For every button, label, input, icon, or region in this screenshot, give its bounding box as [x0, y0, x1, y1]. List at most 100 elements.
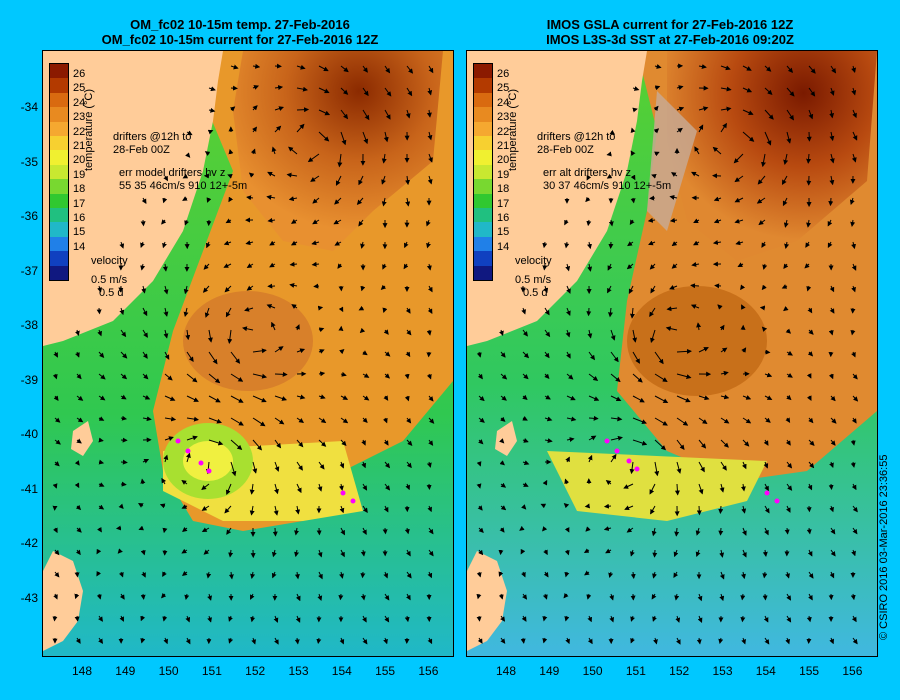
velocity-arrow	[186, 395, 199, 402]
velocity-arrow	[762, 263, 768, 270]
colorbar-tick-label: 23	[73, 111, 86, 124]
velocity-arrow	[605, 480, 612, 486]
error-legend: err model drifters hv z 55 35 46cm/s 910…	[119, 167, 248, 192]
mid-front	[547, 451, 767, 521]
velocity-arrow	[654, 64, 662, 69]
velocity-arrow	[207, 329, 213, 343]
velocity-arrow	[162, 263, 168, 272]
velocity-arrow	[405, 307, 411, 314]
velocity-arrow	[53, 593, 58, 600]
velocity-arrow	[340, 439, 347, 447]
velocity-arrow	[317, 549, 323, 558]
velocity-arrow	[52, 373, 58, 380]
velocity-arrow	[252, 63, 261, 69]
velocity-arrow	[653, 105, 659, 112]
velocity-arrow	[649, 307, 656, 318]
model-map-panel[interactable]: 26 25 24 23 22 21 20 19 18 17 16 15 14 temperature (…	[42, 50, 454, 657]
velocity-arrow	[828, 197, 834, 207]
velocity-arrow	[630, 615, 636, 622]
velocity-arrow	[289, 261, 298, 267]
velocity-arrow	[735, 240, 744, 246]
velocity-arrow	[651, 527, 657, 537]
velocity-arrow	[719, 571, 725, 580]
lon-tick-label: 150	[582, 664, 603, 678]
velocity-arrow	[250, 615, 256, 623]
velocity-arrow	[786, 372, 793, 378]
velocity-arrow	[334, 197, 342, 205]
velocity-arrow	[741, 571, 746, 580]
velocity-arrow	[696, 505, 702, 516]
velocity-arrow	[311, 240, 320, 246]
velocity-arrow	[54, 417, 61, 423]
velocity-arrow	[75, 504, 82, 511]
velocity-arrow	[588, 373, 599, 382]
velocity-arrow	[362, 527, 367, 535]
velocity-arrow	[53, 395, 59, 401]
velocity-arrow	[808, 65, 816, 74]
velocity-arrow	[226, 527, 232, 535]
velocity-arrow	[608, 571, 614, 578]
velocity-arrow	[404, 527, 410, 535]
velocity-arrow	[244, 306, 254, 312]
velocity-arrow	[249, 505, 255, 516]
velocity-arrow	[246, 263, 254, 269]
colorbar-swatch	[50, 121, 68, 137]
velocity-arrow	[288, 196, 298, 202]
colorbar-tick-label: 15	[497, 226, 510, 239]
velocity-arrow	[610, 416, 623, 422]
velocity-arrow	[583, 548, 590, 553]
velocity-arrow	[186, 435, 198, 441]
velocity-arrow	[764, 372, 773, 378]
velocity-arrow	[230, 417, 244, 426]
velocity-arrow	[544, 351, 550, 359]
velocity-arrow	[785, 439, 791, 446]
velocity-arrow	[163, 307, 169, 317]
velocity-arrow	[383, 505, 389, 513]
velocity-arrow	[185, 637, 191, 645]
velocity-arrow	[757, 175, 766, 185]
observation-map-panel[interactable]: 26 25 24 23 22 21 20 19 18 17 16 15 14 temperature (…	[466, 50, 878, 657]
velocity-arrow	[477, 637, 483, 644]
velocity-arrow	[427, 307, 433, 315]
velocity-arrow	[851, 153, 857, 163]
velocity-arrow	[763, 461, 769, 469]
velocity-arrow	[228, 549, 234, 558]
velocity-arrow	[318, 394, 326, 400]
velocity-arrow	[186, 373, 198, 383]
velocity-arrow	[830, 549, 836, 557]
colorbar-swatch	[474, 136, 492, 151]
velocity-arrow	[142, 307, 148, 317]
velocity-arrow	[630, 127, 636, 133]
velocity-arrow	[97, 329, 102, 337]
velocity-arrow	[609, 593, 614, 601]
velocity-arrow	[564, 615, 570, 622]
velocity-arrow	[242, 326, 254, 332]
velocity-arrow	[428, 417, 435, 424]
velocity-arrow	[356, 197, 364, 205]
velocity-arrow	[673, 549, 679, 558]
velocity-arrow	[185, 152, 191, 158]
velocity-arrow	[543, 285, 549, 294]
velocity-arrow	[318, 131, 330, 142]
velocity-arrow	[404, 373, 410, 380]
land-mainland	[467, 51, 647, 346]
velocity-arrow	[186, 416, 199, 422]
velocity-arrow	[654, 461, 660, 477]
velocity-arrow	[851, 549, 856, 557]
velocity-arrow	[521, 615, 527, 622]
velocity-arrow	[500, 373, 508, 380]
velocity-arrow	[563, 592, 569, 599]
velocity-arrow	[406, 439, 413, 446]
velocity-arrow	[252, 395, 267, 403]
velocity-arrow	[162, 241, 167, 249]
velocity-arrow	[54, 571, 60, 578]
velocity-arrow	[181, 479, 188, 485]
velocity-arrow	[181, 504, 188, 509]
velocity-arrow	[274, 346, 284, 353]
velocity-arrow	[337, 153, 343, 168]
velocity-arrow	[224, 285, 232, 293]
velocity-arrow	[564, 478, 570, 485]
velocity-arrow	[698, 483, 704, 495]
velocity-arrow	[761, 326, 768, 332]
velocity-arrow	[629, 461, 635, 475]
